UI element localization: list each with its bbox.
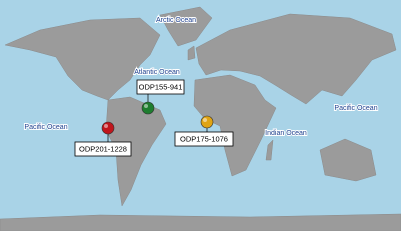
- site-marker-highlight: [144, 104, 148, 108]
- site-marker: [200, 115, 214, 129]
- site-marker: [101, 121, 115, 135]
- site-label-box: [174, 131, 234, 147]
- antarctica: [0, 213, 401, 231]
- landmasses: [0, 6, 401, 231]
- site-marker: [141, 101, 155, 115]
- site-label: ODP155-941: [139, 82, 183, 91]
- ocean-label: Arctic Ocean: [156, 17, 196, 24]
- site-label: ODP175-1076: [180, 134, 228, 143]
- site-label-box: [74, 141, 132, 157]
- australia: [319, 138, 377, 182]
- site-marker-highlight: [203, 118, 207, 122]
- site-label: ODP201-1228: [79, 144, 127, 153]
- ocean-label: Pacific Ocean: [24, 124, 67, 131]
- map: Arctic Ocean Atlantic Ocean Pacific Ocea…: [0, 0, 401, 231]
- ocean-label: Atlantic Ocean: [134, 69, 180, 76]
- madagascar: [265, 139, 274, 161]
- site-label-box: [136, 79, 185, 95]
- eurasia: [195, 13, 397, 105]
- ocean-label: Pacific Ocean: [334, 105, 377, 112]
- site-marker-highlight: [104, 124, 108, 128]
- greenland: [159, 6, 213, 47]
- british-isles: [187, 45, 196, 61]
- ocean-label: Indian Ocean: [265, 130, 307, 137]
- sites: ODP155-941 ODP201-1228 ODP175-1076: [74, 79, 234, 157]
- north-america: [4, 17, 161, 101]
